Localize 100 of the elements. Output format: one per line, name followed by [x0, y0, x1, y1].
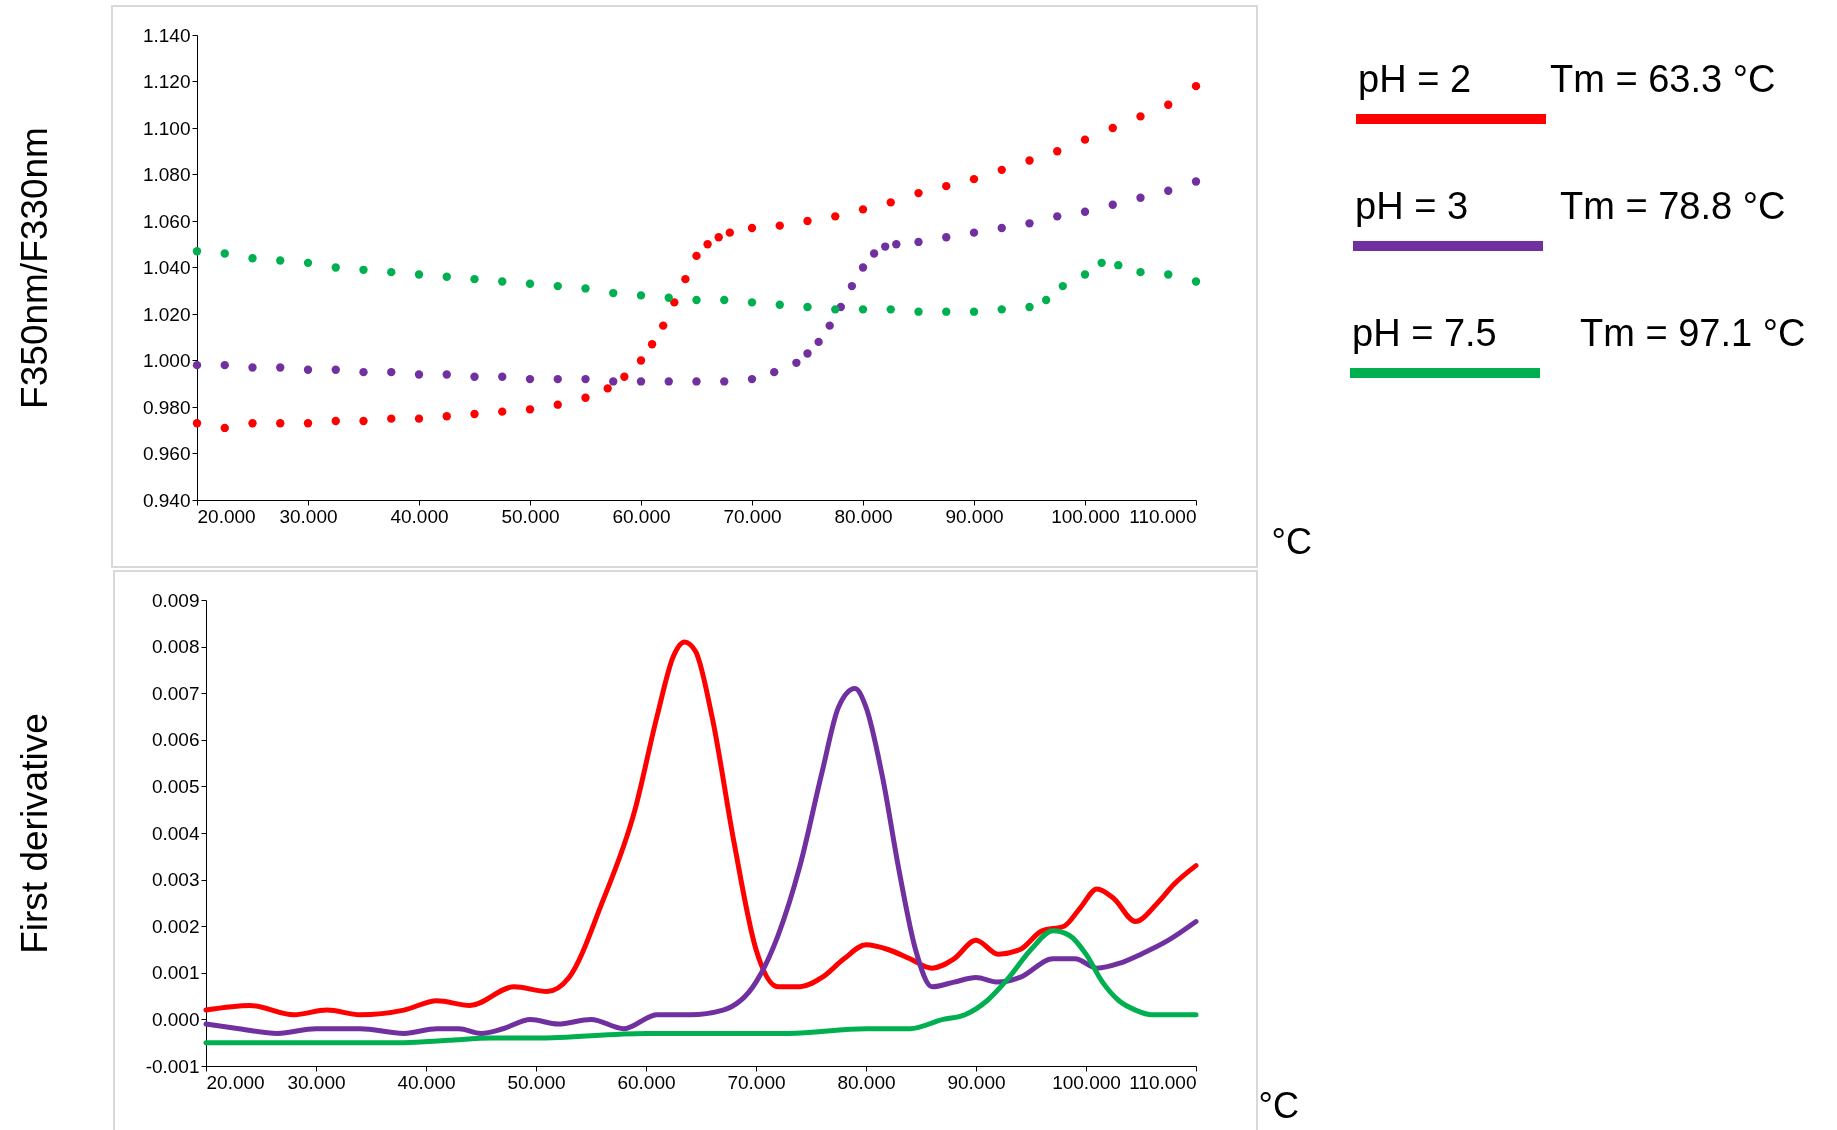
point — [775, 221, 784, 230]
point — [770, 367, 779, 377]
point — [681, 274, 690, 284]
text: Tm = 97.1 °C — [1580, 312, 1806, 354]
point — [1025, 219, 1034, 228]
point — [331, 416, 340, 426]
y-tick-label: 0.006 — [151, 729, 200, 751]
point — [276, 363, 285, 372]
x-tick-label: 80.000 — [837, 1071, 896, 1093]
x-tick-label: 100.000 — [1051, 505, 1120, 527]
point — [387, 414, 396, 423]
x-tick-label: 60.000 — [617, 1071, 676, 1093]
point — [609, 288, 618, 298]
point — [192, 419, 202, 428]
y-tick-label: 0.001 — [151, 962, 200, 984]
point — [997, 165, 1006, 175]
point — [670, 298, 679, 307]
point — [692, 377, 701, 386]
point — [792, 358, 801, 367]
point — [609, 377, 618, 386]
y-tick-label: 0.000 — [151, 1008, 200, 1030]
y-tick-label: 1.100 — [142, 117, 191, 139]
point — [331, 263, 340, 272]
point — [1114, 261, 1123, 270]
point — [553, 374, 562, 384]
x-tick-label: 40.000 — [390, 505, 449, 527]
point — [1025, 302, 1034, 312]
point — [814, 337, 823, 347]
y-axis-title: F350nm/F330nm — [13, 127, 55, 409]
point — [1191, 81, 1201, 91]
x-tick-label: 20.000 — [197, 505, 256, 527]
point — [942, 233, 951, 242]
point — [1191, 177, 1201, 186]
point — [553, 400, 562, 409]
y-tick-label: 0.960 — [142, 443, 191, 464]
point — [847, 281, 857, 291]
point — [659, 321, 668, 330]
point — [636, 291, 646, 300]
x-tick-label: 70.000 — [727, 1071, 786, 1093]
point — [303, 419, 313, 428]
point — [1136, 193, 1145, 202]
point — [1053, 212, 1062, 221]
point — [914, 188, 923, 198]
x-tick-label: 50.000 — [501, 505, 560, 527]
point — [470, 372, 479, 381]
point — [359, 367, 368, 377]
x-tick-label: 50.000 — [507, 1071, 566, 1093]
point — [387, 267, 396, 277]
y-tick-label: 0.007 — [151, 682, 200, 704]
point — [647, 340, 657, 349]
point — [942, 307, 951, 316]
text: Tm = 78.8 °C — [1560, 185, 1786, 227]
point — [1080, 270, 1090, 279]
point — [220, 360, 229, 370]
point — [498, 277, 507, 286]
point — [248, 363, 257, 372]
point — [553, 281, 562, 291]
point — [1080, 135, 1090, 144]
point — [442, 370, 451, 379]
point — [997, 305, 1006, 314]
y-tick-label: 1.000 — [142, 350, 191, 371]
text: pH = 2 — [1358, 58, 1472, 100]
x-tick-label: 90.000 — [947, 1071, 1006, 1093]
point — [803, 216, 812, 226]
point — [1025, 156, 1034, 165]
y-tick-label: 1.140 — [142, 24, 191, 46]
point — [1164, 186, 1173, 195]
point — [1164, 100, 1173, 109]
point — [276, 256, 285, 265]
point — [1080, 207, 1090, 216]
point — [747, 223, 757, 233]
y-tick-label: 0.980 — [142, 396, 191, 418]
point — [720, 295, 729, 305]
y-tick-label: 0.002 — [151, 915, 200, 937]
point — [803, 349, 812, 358]
x-tick-label: 100.000 — [1052, 1071, 1121, 1093]
point — [636, 377, 646, 386]
x-tick-label: 80.000 — [834, 505, 893, 527]
point — [881, 242, 890, 251]
point — [1136, 112, 1145, 121]
point — [620, 372, 629, 381]
x-axis-title: °C — [1271, 520, 1312, 562]
x-tick-label: 110.000 — [1129, 505, 1197, 527]
point — [997, 223, 1006, 233]
point — [775, 300, 784, 309]
y-tick-label: 1.060 — [142, 210, 191, 232]
point — [1191, 277, 1201, 286]
point — [192, 247, 202, 256]
point — [831, 212, 840, 221]
point — [387, 367, 396, 377]
point — [498, 407, 507, 416]
y-tick-label: 0.003 — [151, 869, 200, 891]
point — [525, 405, 535, 414]
point — [581, 284, 590, 293]
point — [192, 360, 202, 370]
point — [831, 305, 840, 314]
point — [692, 295, 701, 305]
point — [414, 270, 424, 279]
x-tick-label: 40.000 — [397, 1071, 456, 1093]
point — [525, 374, 535, 384]
